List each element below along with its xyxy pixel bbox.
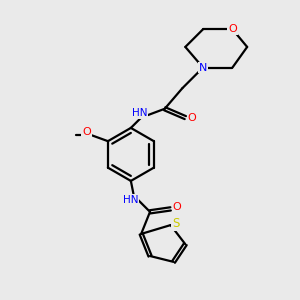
Text: O: O <box>82 127 91 137</box>
Text: S: S <box>172 217 180 230</box>
Text: HN: HN <box>132 108 147 118</box>
Text: O: O <box>188 112 196 123</box>
Text: O: O <box>228 24 237 34</box>
Text: N: N <box>199 63 207 73</box>
Text: O: O <box>173 202 182 212</box>
Text: HN: HN <box>123 195 139 205</box>
